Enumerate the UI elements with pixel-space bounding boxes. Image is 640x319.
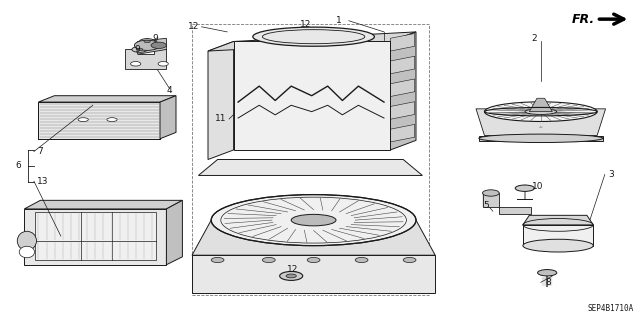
Ellipse shape xyxy=(19,246,35,258)
Ellipse shape xyxy=(286,274,296,278)
Ellipse shape xyxy=(136,48,143,51)
Ellipse shape xyxy=(158,62,168,66)
Ellipse shape xyxy=(525,109,557,115)
Polygon shape xyxy=(138,38,166,54)
Ellipse shape xyxy=(538,270,557,276)
Polygon shape xyxy=(390,124,415,142)
Polygon shape xyxy=(523,225,593,246)
Ellipse shape xyxy=(144,40,150,43)
Polygon shape xyxy=(390,102,415,119)
Text: 3: 3 xyxy=(609,170,614,179)
Ellipse shape xyxy=(307,257,320,263)
Polygon shape xyxy=(125,49,166,69)
Ellipse shape xyxy=(211,257,224,263)
Ellipse shape xyxy=(523,239,593,252)
Polygon shape xyxy=(160,96,176,139)
Polygon shape xyxy=(192,255,435,293)
Polygon shape xyxy=(38,102,160,139)
Polygon shape xyxy=(24,209,166,265)
Polygon shape xyxy=(35,212,156,260)
Polygon shape xyxy=(499,207,531,214)
Polygon shape xyxy=(483,193,499,207)
Text: 12: 12 xyxy=(287,265,299,274)
Ellipse shape xyxy=(17,231,36,250)
Text: 11: 11 xyxy=(215,115,227,123)
Polygon shape xyxy=(208,32,416,51)
Text: 12: 12 xyxy=(188,22,199,31)
Bar xyxy=(192,24,429,295)
Polygon shape xyxy=(198,160,422,175)
Ellipse shape xyxy=(479,134,603,143)
Ellipse shape xyxy=(403,257,416,263)
Text: 1: 1 xyxy=(337,16,342,25)
Ellipse shape xyxy=(134,40,160,50)
Ellipse shape xyxy=(131,62,141,66)
Ellipse shape xyxy=(211,195,416,246)
Text: 7: 7 xyxy=(37,147,43,156)
Ellipse shape xyxy=(515,185,534,191)
Text: SEP4B1710A: SEP4B1710A xyxy=(588,304,634,313)
Polygon shape xyxy=(523,215,593,225)
Polygon shape xyxy=(529,98,552,112)
Text: 8: 8 xyxy=(546,278,551,287)
Text: 5: 5 xyxy=(484,201,489,210)
Ellipse shape xyxy=(140,39,155,44)
Text: 2: 2 xyxy=(532,34,537,43)
Ellipse shape xyxy=(78,118,88,122)
Polygon shape xyxy=(38,96,176,102)
Ellipse shape xyxy=(280,271,303,280)
Ellipse shape xyxy=(253,27,374,46)
Polygon shape xyxy=(208,41,234,160)
Text: 4: 4 xyxy=(167,86,172,95)
Ellipse shape xyxy=(262,257,275,263)
Polygon shape xyxy=(390,56,415,74)
Text: 6: 6 xyxy=(15,161,21,170)
Text: 12: 12 xyxy=(300,20,312,29)
Text: FR.: FR. xyxy=(572,13,595,26)
Ellipse shape xyxy=(483,190,499,196)
Text: 9: 9 xyxy=(152,34,157,43)
Polygon shape xyxy=(479,136,603,141)
Polygon shape xyxy=(390,32,416,150)
Ellipse shape xyxy=(107,118,117,122)
Text: 9: 9 xyxy=(135,45,140,54)
Polygon shape xyxy=(234,41,390,150)
Polygon shape xyxy=(390,79,415,96)
Polygon shape xyxy=(192,220,435,255)
Ellipse shape xyxy=(291,214,336,226)
Text: 10: 10 xyxy=(532,182,543,191)
Text: 13: 13 xyxy=(37,177,49,186)
Polygon shape xyxy=(166,200,182,265)
Ellipse shape xyxy=(151,42,166,48)
Ellipse shape xyxy=(484,102,597,122)
Polygon shape xyxy=(24,200,182,209)
Ellipse shape xyxy=(355,257,368,263)
Ellipse shape xyxy=(132,47,147,52)
Polygon shape xyxy=(476,109,605,136)
Polygon shape xyxy=(390,33,415,51)
